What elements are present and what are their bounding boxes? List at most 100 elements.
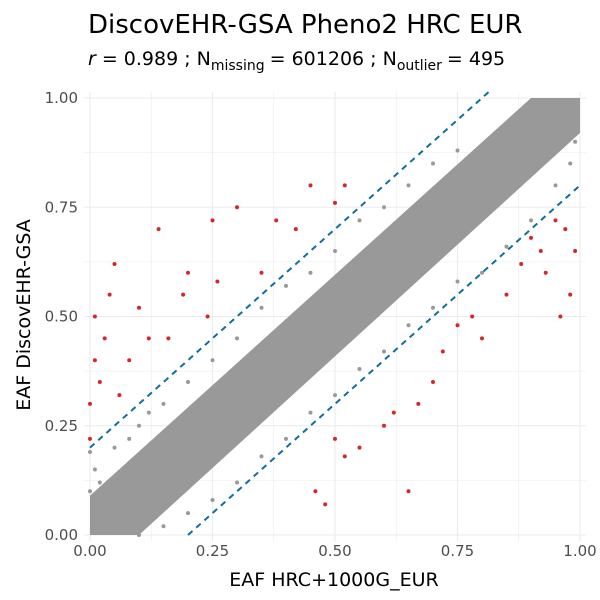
outlier-point [431, 380, 435, 385]
data-point [308, 410, 313, 415]
y-tick-label: 0.25 [45, 417, 78, 435]
data-point [357, 288, 362, 293]
outlier-point [333, 436, 337, 441]
data-point [529, 218, 533, 223]
outlier-point [181, 292, 186, 297]
data-point [357, 366, 362, 371]
outlier-point [342, 183, 347, 188]
data-point [323, 318, 328, 323]
x-axis-label: EAF HRC+1000G_EUR [229, 569, 438, 591]
data-point [308, 336, 313, 341]
data-point [112, 502, 117, 507]
y-tick-label: 0.00 [45, 526, 78, 544]
outlier-point [117, 393, 122, 398]
outlier-point [293, 227, 298, 232]
data-point [568, 104, 573, 109]
data-point [161, 401, 166, 406]
data-point [347, 305, 352, 310]
reference-lines [89, 88, 581, 536]
x-tick-label: 0.00 [73, 542, 106, 560]
data-point [210, 419, 215, 424]
data-point [406, 244, 411, 249]
upper-reference-line [89, 88, 493, 449]
outlier-point [406, 489, 411, 494]
data-point [259, 375, 264, 380]
data-point [186, 380, 190, 385]
outlier-point [382, 423, 386, 428]
outlier-point [563, 227, 568, 232]
outlier-point [274, 218, 279, 223]
data-point [504, 157, 509, 162]
data-point [146, 467, 151, 472]
data-point [97, 511, 102, 516]
outlier-point [205, 314, 210, 319]
data-point [382, 205, 386, 210]
data-point [480, 183, 484, 188]
subtitle-missing-sub: missing [211, 58, 265, 74]
outlier-point [440, 349, 445, 354]
subtitle-r-value: = 0.989 ; N [102, 48, 211, 70]
data-point [235, 480, 239, 485]
y-axis-label: EAF DiscovEHR-GSA [13, 219, 35, 411]
data-point [249, 384, 254, 389]
outlier-point [323, 502, 328, 507]
data-point [195, 428, 200, 433]
data-point [112, 445, 117, 450]
data-point [88, 489, 92, 494]
data-point [225, 415, 230, 420]
data-point [210, 358, 215, 363]
data-point [161, 463, 166, 468]
data-point [176, 458, 181, 463]
outlier-point [92, 358, 97, 363]
data-point [568, 161, 573, 166]
outlier-point [210, 218, 215, 223]
data-point [333, 393, 337, 398]
data-point [480, 270, 484, 275]
data-points [88, 100, 578, 537]
outlier-point [342, 454, 347, 459]
data-point [284, 283, 288, 288]
data-point [543, 130, 548, 135]
chart-subtitle: r = 0.989 ; Nmissing = 601206 ; Noutlier = … [88, 48, 505, 74]
data-point [88, 449, 92, 454]
subtitle-missing-value: = 601206 ; N [270, 48, 397, 70]
outlier-point [333, 200, 337, 205]
outlier-point [553, 218, 558, 223]
data-point [431, 305, 435, 310]
data-point [137, 484, 141, 489]
data-point [146, 410, 151, 415]
data-point [333, 314, 337, 319]
chart-title: DiscovEHR-GSA Pheno2 HRC EUR [88, 10, 523, 40]
data-point [235, 397, 239, 402]
data-point [137, 533, 141, 537]
x-tick-label: 0.50 [318, 542, 351, 560]
outlier-point [391, 410, 396, 415]
data-point [455, 279, 460, 284]
data-point [519, 144, 524, 149]
outlier-point [88, 401, 92, 406]
outlier-point [235, 205, 239, 210]
outlier-point [186, 270, 190, 275]
outlier-point [357, 445, 362, 450]
data-point [333, 248, 337, 253]
data-point [455, 200, 460, 205]
data-point [122, 506, 127, 511]
data-point [284, 353, 288, 358]
outlier-point [308, 183, 313, 188]
subtitle-outlier-value: = 495 [447, 48, 505, 70]
data-point [421, 231, 426, 236]
outlier-point [504, 292, 509, 297]
data-point [137, 423, 141, 428]
data-point [308, 270, 313, 275]
data-point [455, 148, 460, 153]
data-point [127, 436, 132, 441]
outlier-point [470, 314, 475, 319]
outlier-point [558, 314, 563, 319]
subtitle-r-symbol: r [88, 48, 97, 70]
data-point [553, 113, 558, 118]
outlier-point [529, 235, 533, 240]
outlier-point [455, 323, 460, 328]
data-point [406, 323, 411, 328]
outlier-point [166, 336, 171, 341]
outlier-point [137, 305, 141, 310]
